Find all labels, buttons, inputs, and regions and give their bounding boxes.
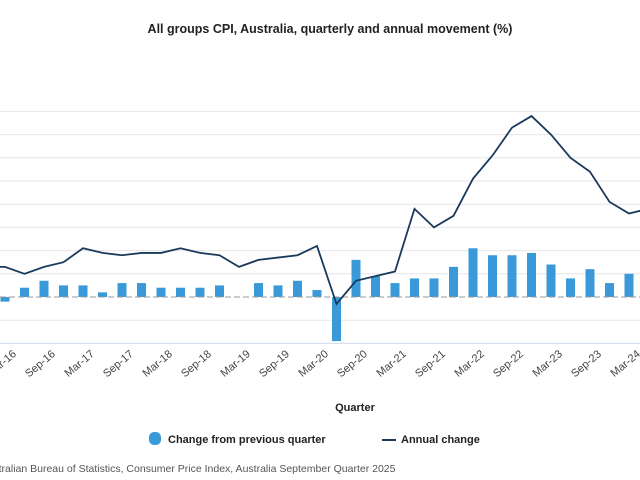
x-tick-label: Sep-20	[335, 348, 370, 380]
legend-marker-quarterly	[149, 432, 161, 445]
bar-Sep-21	[429, 278, 439, 297]
x-tick-label: Sep-19	[257, 348, 292, 380]
legend: Change from previous quarter Annual chan…	[149, 432, 480, 446]
chart-title: All groups CPI, Australia, quarterly and…	[148, 22, 513, 36]
bar-Sep-23	[585, 269, 595, 297]
bar-Sep-19	[273, 285, 283, 297]
bar-Jun-20	[332, 297, 341, 342]
bar-Mar-18	[156, 287, 166, 297]
bar-Dec-21	[449, 266, 458, 297]
source-note: Source: Australian Bureau of Statistics,…	[0, 463, 396, 475]
bar-Jun-18	[176, 287, 185, 297]
bar-series	[0, 248, 634, 342]
bar-Jun-21	[410, 278, 419, 297]
x-tick-label: Mar-20	[297, 348, 331, 380]
bar-Sep-20	[351, 259, 361, 297]
x-tick-label: Sep-16	[23, 348, 58, 380]
bar-Mar-16	[0, 297, 10, 302]
x-tick-label: Mar-17	[63, 348, 97, 380]
bar-Sep-22	[507, 255, 517, 297]
gridlines	[0, 110, 640, 344]
bar-Sep-16	[39, 280, 49, 297]
bar-Dec-17	[137, 283, 146, 297]
x-tick-label: Sep-21	[413, 348, 448, 380]
bar-Jun-16	[20, 287, 29, 297]
x-tick-label: Sep-17	[101, 348, 136, 380]
bar-Mar-21	[390, 283, 400, 297]
x-tick-label: Mar-24	[609, 348, 640, 380]
bar-Sep-17	[117, 283, 127, 297]
annual-change-line	[0, 114, 640, 306]
x-tick-label: Mar-22	[453, 348, 487, 380]
bar-Dec-20	[371, 276, 380, 297]
x-tick-label: Sep-18	[179, 348, 214, 380]
bar-Sep-18	[195, 287, 205, 297]
x-tick-label: Mar-21	[375, 348, 409, 380]
x-tick-label: Sep-22	[491, 348, 526, 380]
bar-Dec-23	[605, 283, 614, 297]
x-tick-label: Mar-23	[531, 348, 565, 380]
bar-Dec-16	[59, 285, 68, 297]
bar-Jun-17	[98, 292, 107, 297]
bar-Mar-17	[78, 285, 88, 297]
legend-label-annual: Annual change	[401, 434, 480, 446]
bar-Jun-19	[254, 283, 263, 297]
x-tick-label: Mar-19	[219, 348, 253, 380]
bar-Dec-18	[215, 285, 224, 297]
x-tick-labels: Mar-16 Sep-16 Mar-17 Sep-17 Mar-18 Sep-18 Mar-…	[0, 348, 640, 380]
x-tick-label: Mar-16	[0, 348, 19, 380]
x-axis-title: Quarter	[335, 402, 375, 414]
legend-label-quarterly: Change from previous quarter	[168, 434, 326, 446]
bar-Mar-22	[468, 248, 478, 297]
bar-Dec-22	[527, 252, 536, 297]
bar-Mar-20	[312, 290, 322, 297]
bar-Jun-23	[566, 278, 575, 297]
x-tick-label: Sep-23	[569, 348, 604, 380]
bar-Dec-19	[293, 280, 302, 297]
bar-Mar-23	[546, 264, 556, 297]
bar-Mar-24	[624, 273, 634, 297]
x-tick-label: Mar-18	[141, 348, 175, 380]
bar-Jun-22	[488, 255, 497, 297]
